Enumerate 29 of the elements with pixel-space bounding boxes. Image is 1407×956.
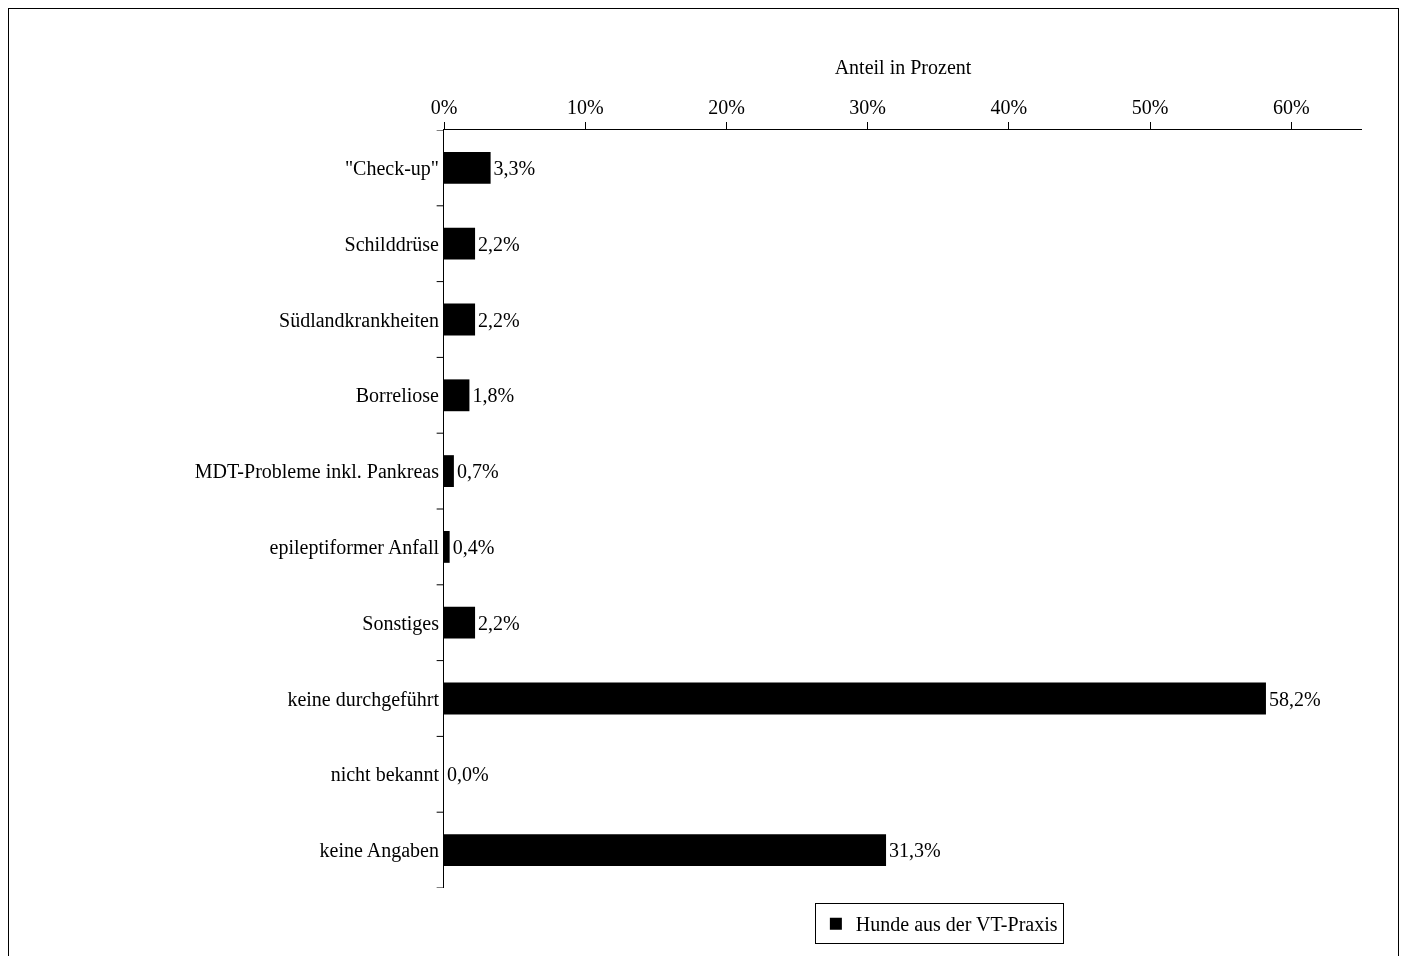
y-tick-label: keine Angaben bbox=[319, 839, 439, 863]
y-tick-label: Südlandkrankheiten bbox=[279, 308, 439, 331]
data-label: 31,3% bbox=[889, 839, 941, 862]
x-tick-label: 0% bbox=[430, 96, 458, 118]
data-label: 2,2% bbox=[478, 232, 520, 255]
data-label: 0,7% bbox=[456, 460, 499, 483]
y-tick-label: Borreliose bbox=[355, 384, 440, 407]
x-tick-label: 40% bbox=[990, 96, 1028, 118]
data-label: 3,3% bbox=[493, 156, 536, 179]
x-tick-label: 60% bbox=[1273, 96, 1310, 118]
x-axis-title: Anteil in Prozent bbox=[834, 55, 972, 78]
y-tick-label: nicht bekannt bbox=[330, 763, 440, 786]
y-tick-label: epileptiformer Anfall bbox=[269, 535, 440, 559]
x-tick-label: 30% bbox=[849, 96, 887, 118]
x-tick-label: 50% bbox=[1131, 96, 1169, 118]
x-tick-label: 20% bbox=[708, 96, 745, 118]
y-tick-label: "Check-up" bbox=[344, 156, 439, 180]
data-label: 1,8% bbox=[472, 384, 515, 407]
legend-label: Hunde aus der VT-Praxis bbox=[855, 913, 1058, 936]
y-tick-label: MDT-Probleme inkl. Pankreas bbox=[194, 460, 440, 483]
data-label: 0,0% bbox=[447, 763, 489, 786]
y-tick-label: keine durchgeführt bbox=[287, 687, 440, 711]
y-tick-label: Schilddrüse bbox=[344, 232, 440, 255]
data-label: 2,2% bbox=[478, 611, 520, 634]
x-tick-label: 10% bbox=[566, 96, 604, 118]
data-label: 58,2% bbox=[1268, 687, 1321, 710]
data-label: 2,2% bbox=[478, 308, 520, 331]
data-label: 0,4% bbox=[452, 535, 495, 558]
y-tick-label: Sonstiges bbox=[362, 611, 440, 635]
